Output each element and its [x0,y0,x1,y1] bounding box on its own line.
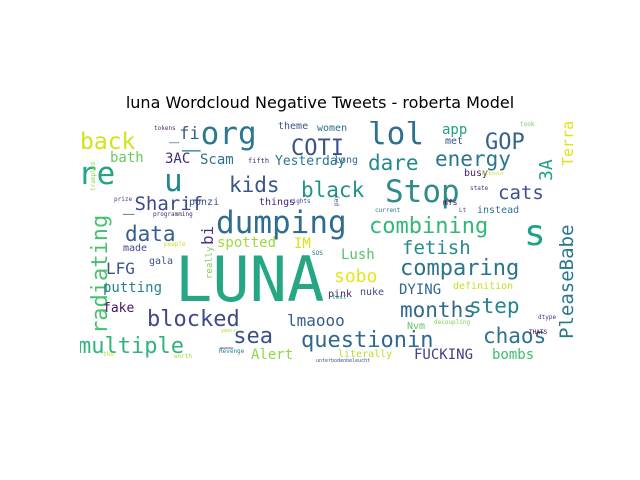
word-comparing: comparing [400,256,519,281]
word-really: really [205,246,215,279]
word-app: app [442,122,467,138]
word-back: back [80,129,136,155]
word-tokens: tokens [154,125,176,132]
word-fifth: fifth [248,157,269,165]
word-decoupling: decoupling [434,319,471,326]
word-lush: Lush [341,247,375,263]
word-im: IM [294,236,311,252]
word-lol: lol [368,121,424,152]
word-sos: SOS [312,250,323,257]
word-sharif: _Sharif [123,193,203,215]
word-step: step [469,294,520,318]
word-women: women [317,123,347,134]
word-fake: fake [103,301,134,316]
word-lmaooo: lmaooo [287,311,345,330]
word-literally: literally [338,349,392,360]
word-test: test [332,294,347,301]
word-long: long [334,155,358,166]
word-re: re [80,156,115,192]
word-pay: pay [333,195,340,206]
word-theme: theme [278,121,308,132]
word-revenge: Revenge [219,348,245,355]
word-s: s [524,213,546,254]
word-bombs: bombs [492,347,534,363]
word-org: _org [182,121,257,152]
word-rights: rights [289,198,311,205]
word-thats: THATS [529,329,547,336]
word-months: months [400,298,476,322]
word-scam: Scam [200,152,234,168]
word-yesterday: Yesterday [275,154,346,169]
word-current: current [375,207,401,214]
word-bitcoin: Bitcoin [482,171,503,177]
word-trampled: trampled [90,162,97,191]
word-bath: bath [110,150,144,166]
word-chaos: chaos [483,324,546,348]
word-met: met [445,136,463,147]
word-questionin: questionin [301,328,433,353]
word-stop: Stop [385,174,460,210]
word-made: made [123,243,147,254]
word-lt: Lt [459,207,467,214]
word-fucking: FUCKING [414,347,473,363]
word-pink: pink [328,289,352,300]
word-instead: instead [477,205,519,216]
word-combining: combining [369,214,488,239]
word-bi: bi [198,226,217,245]
word-fetish: fetish [402,237,471,259]
word-busy: busy [464,168,488,179]
word-dumping: dumping [216,205,347,241]
word-3ac: 3AC [165,151,190,167]
word-pleasebabe: PleaseBabe [556,225,576,339]
word-multiple: multiple [80,334,184,359]
word-blocked: blocked [147,307,240,332]
word-terra: Terra [559,121,576,166]
word-took: took [520,121,535,128]
word-fi: _fi [169,124,200,144]
word-ponzi: ponzi [189,197,219,208]
word-dtype: dtype [538,314,556,321]
word-radiating: radiating [88,215,113,334]
word-definition: definition [453,281,513,292]
word-black: black [301,178,365,202]
word-alert: Alert [251,347,293,363]
word-luna: LUNA [175,243,324,316]
word-cats: cats [498,182,544,204]
word-prize: prize [114,196,132,203]
word-gop: GOP [485,130,525,155]
word-putting: putting [103,280,162,296]
word-nvm: Nvm [407,321,425,332]
word-energy: energy [435,147,511,171]
word-tho: tho [103,351,114,358]
word-3a: 3A [536,159,557,181]
word-lfg: LFG [106,259,135,278]
word-people: people [164,241,186,248]
word-dare: dare [368,151,419,175]
word-nuke: nuke [360,287,384,298]
word-unterbodenbeleucht: unterbodenbeleucht [316,358,370,364]
word-spotted: spotted [217,235,276,251]
word-gala: gala [149,256,173,267]
word-years: years [221,328,236,334]
word-sea: _sea [220,324,273,349]
word-state: state [470,185,488,192]
word-worth: worth [174,353,192,360]
word-mfs: mfs [443,198,458,207]
word-data: data [125,222,176,246]
chart-title: luna Wordcloud Negative Tweets - roberta… [125,93,515,112]
word-kids: kids [229,173,280,197]
word-programming: programming [153,211,193,218]
word-things: things [259,197,295,208]
word-sobo: sobo [334,266,377,287]
word-coti: COTI [291,136,344,161]
word-u: u [164,163,183,199]
word-dying: DYING [399,282,441,298]
